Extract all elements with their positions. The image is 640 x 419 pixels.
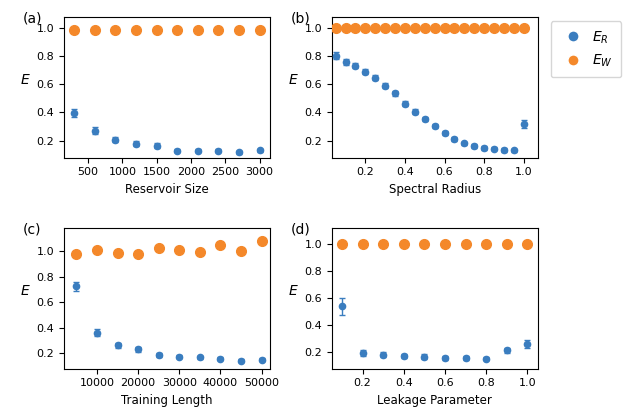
X-axis label: Reservoir Size: Reservoir Size [125, 183, 209, 196]
Text: (c): (c) [23, 222, 42, 236]
Y-axis label: E: E [21, 285, 30, 298]
Y-axis label: E: E [21, 73, 30, 87]
X-axis label: Leakage Parameter: Leakage Parameter [377, 394, 492, 407]
Text: (a): (a) [23, 11, 42, 25]
Text: (b): (b) [291, 11, 310, 25]
X-axis label: Training Length: Training Length [121, 394, 212, 407]
Y-axis label: E: E [289, 73, 298, 87]
Y-axis label: E: E [289, 285, 298, 298]
X-axis label: Spectral Radius: Spectral Radius [388, 183, 481, 196]
Legend: $E_R$, $E_W$: $E_R$, $E_W$ [551, 21, 621, 77]
Text: (d): (d) [291, 222, 310, 236]
